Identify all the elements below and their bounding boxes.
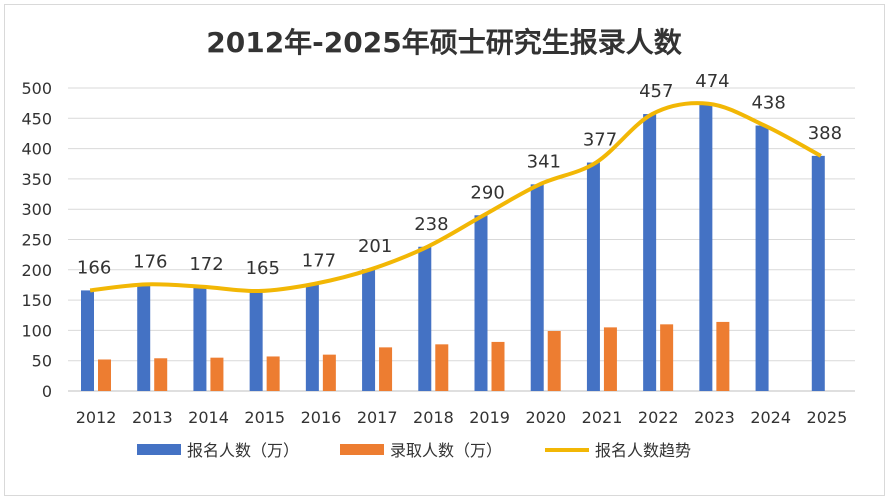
data-label: 388 xyxy=(808,123,842,144)
bar-registered-2016 xyxy=(305,283,319,391)
x-tick-label: 2013 xyxy=(132,408,173,427)
trend-line xyxy=(89,101,822,294)
data-label: 438 xyxy=(751,93,785,114)
x-tick-label: 2014 xyxy=(188,408,229,427)
data-label: 176 xyxy=(133,251,167,272)
y-tick-label: 500 xyxy=(21,79,52,98)
bar-admitted-2016 xyxy=(322,354,336,391)
data-label: 457 xyxy=(639,81,673,102)
bar-registered-2014 xyxy=(193,286,207,391)
x-tick-label: 2012 xyxy=(76,408,117,427)
bar-admitted-2018 xyxy=(435,344,449,391)
bar-registered-2020 xyxy=(530,184,544,391)
data-label: 377 xyxy=(583,130,617,151)
legend-label: 录取人数（万） xyxy=(390,441,502,460)
x-tick-label: 2024 xyxy=(750,408,791,427)
data-label: 166 xyxy=(77,257,111,278)
x-tick-label: 2021 xyxy=(582,408,623,427)
x-tick-label: 2019 xyxy=(469,408,510,427)
legend-label: 报名人数（万） xyxy=(187,441,299,460)
data-label: 238 xyxy=(414,214,448,235)
bar-registered-2019 xyxy=(474,215,488,391)
chart-title: 2012年-2025年硕士研究生报录人数 xyxy=(206,26,682,59)
bar-admitted-2023 xyxy=(716,321,730,391)
x-tick-label: 2018 xyxy=(413,408,454,427)
bar-registered-2015 xyxy=(249,291,263,391)
data-label: 172 xyxy=(189,254,223,275)
bar-admitted-2014 xyxy=(210,357,224,391)
legend-swatch xyxy=(340,444,384,455)
y-tick-label: 200 xyxy=(21,261,52,280)
bar-admitted-2022 xyxy=(660,324,674,391)
x-tick-label: 2023 xyxy=(694,408,735,427)
x-tick-label: 2017 xyxy=(357,408,398,427)
bar-admitted-2012 xyxy=(98,359,111,391)
bar-registered-2021 xyxy=(586,162,600,391)
bar-registered-2017 xyxy=(362,269,376,391)
y-tick-label: 400 xyxy=(21,140,52,159)
bar-registered-2013 xyxy=(137,284,151,391)
y-tick-label: 300 xyxy=(21,200,52,219)
data-label: 474 xyxy=(695,71,729,92)
bar-registered-2022 xyxy=(643,114,657,392)
y-tick-label: 100 xyxy=(21,321,52,340)
y-tick-label: 350 xyxy=(21,170,52,189)
data-label: 290 xyxy=(470,182,504,203)
x-tick-label: 2016 xyxy=(301,408,342,427)
bar-registered-2018 xyxy=(418,246,432,391)
bar-admitted-2013 xyxy=(154,358,168,391)
data-label: 201 xyxy=(358,236,392,257)
data-label: 341 xyxy=(527,151,561,172)
bar-admitted-2020 xyxy=(547,331,561,391)
legend-label: 报名人数趋势 xyxy=(595,441,691,460)
bar-admitted-2017 xyxy=(379,347,393,391)
legend-swatch xyxy=(137,444,181,455)
bar-registered-2023 xyxy=(699,103,713,392)
bar-admitted-2021 xyxy=(603,327,617,391)
x-tick-label: 2015 xyxy=(244,408,285,427)
bar-registered-2012 xyxy=(81,290,94,391)
x-tick-label: 2025 xyxy=(807,408,848,427)
y-tick-label: 0 xyxy=(42,382,52,401)
bar-registered-2024 xyxy=(755,125,769,392)
y-tick-label: 150 xyxy=(21,291,52,310)
y-tick-label: 250 xyxy=(21,231,52,250)
y-tick-label: 50 xyxy=(32,352,52,371)
x-tick-label: 2022 xyxy=(638,408,679,427)
bar-registered-2025 xyxy=(811,155,825,391)
data-label: 177 xyxy=(302,251,336,272)
chart-frame xyxy=(4,4,885,496)
bar-admitted-2019 xyxy=(491,341,505,391)
bar-admitted-2015 xyxy=(266,356,280,391)
y-tick-label: 450 xyxy=(21,109,52,128)
data-label: 165 xyxy=(246,258,280,279)
x-tick-label: 2020 xyxy=(525,408,566,427)
